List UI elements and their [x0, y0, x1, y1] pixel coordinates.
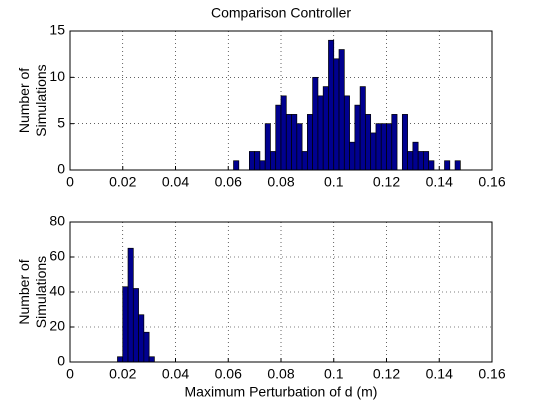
bar [143, 331, 150, 363]
chart-title: Comparison Controller [211, 5, 351, 21]
bar [407, 151, 414, 171]
axes-frame [69, 30, 493, 171]
y-tick-label: 0 [57, 161, 65, 177]
bar [428, 160, 435, 171]
bar [291, 114, 298, 171]
x-tick-label: 0.08 [267, 366, 294, 382]
bar [317, 95, 324, 171]
bar [417, 151, 424, 171]
y-tick-label: 10 [49, 68, 65, 84]
bar [328, 39, 335, 171]
bar [401, 114, 408, 171]
y-axis-label: Simulations [33, 256, 49, 328]
x-tick-label: 0 [66, 174, 74, 190]
bar [270, 151, 277, 171]
bar [444, 160, 451, 171]
bar [423, 151, 430, 171]
bar [233, 160, 240, 171]
y-axis-label: Simulations [33, 64, 49, 136]
bar [275, 104, 282, 171]
bar [148, 356, 155, 363]
x-tick-label: 0.04 [162, 174, 189, 190]
bar [296, 123, 303, 171]
bar [338, 49, 345, 171]
x-tick-label: 0.12 [373, 174, 400, 190]
y-tick-label: 5 [57, 114, 65, 130]
x-tick-label: 0.14 [426, 174, 453, 190]
y-tick-label: 20 [49, 318, 65, 334]
x-tick-label: 0.16 [478, 174, 505, 190]
bar [454, 160, 461, 171]
x-tick-label: 0.1 [324, 174, 344, 190]
bar [127, 247, 134, 363]
bar [322, 86, 329, 171]
bar [254, 151, 261, 171]
axes-frame [69, 221, 493, 363]
x-tick-label: 0.12 [373, 366, 400, 382]
bar [249, 151, 255, 171]
x-tick-label: 0.02 [109, 174, 136, 190]
y-tick-label: 40 [49, 283, 65, 299]
x-tick-label: 0.14 [426, 366, 453, 382]
bar [301, 151, 308, 171]
bar [138, 314, 145, 363]
bar [370, 132, 377, 171]
y-tick-label: 60 [49, 248, 65, 264]
x-tick-label: 0 [66, 366, 74, 382]
bar [333, 58, 340, 171]
bar [386, 123, 393, 171]
x-tick-label: 0.02 [109, 366, 136, 382]
bar [307, 114, 314, 171]
y-axis-label: Number of [16, 259, 32, 324]
x-tick-label: 0.1 [324, 366, 344, 382]
bar [132, 288, 139, 363]
x-tick-label: 0.06 [215, 366, 242, 382]
y-tick-label: 80 [49, 213, 65, 229]
bar [375, 123, 382, 171]
y-tick-label: 0 [57, 353, 65, 369]
bar [391, 114, 398, 171]
y-tick-label: 15 [49, 22, 65, 38]
bar [122, 286, 129, 363]
bar [354, 104, 361, 171]
bar [365, 114, 372, 171]
x-tick-label: 0.16 [478, 366, 505, 382]
x-tick-label: 0.08 [267, 174, 294, 190]
bar [117, 356, 124, 363]
bar [349, 141, 356, 171]
y-axis-label: Number of [16, 68, 32, 133]
bar [380, 123, 387, 171]
bar [280, 95, 287, 171]
bar [359, 86, 366, 171]
x-axis-label: Maximum Perturbation of d (m) [185, 384, 378, 400]
bar [285, 114, 292, 171]
x-tick-label: 0.06 [215, 174, 242, 190]
bar [259, 160, 266, 171]
bar [343, 95, 350, 171]
bar [312, 76, 319, 171]
bar [412, 141, 419, 171]
bar [264, 123, 271, 171]
x-tick-label: 0.04 [162, 366, 189, 382]
